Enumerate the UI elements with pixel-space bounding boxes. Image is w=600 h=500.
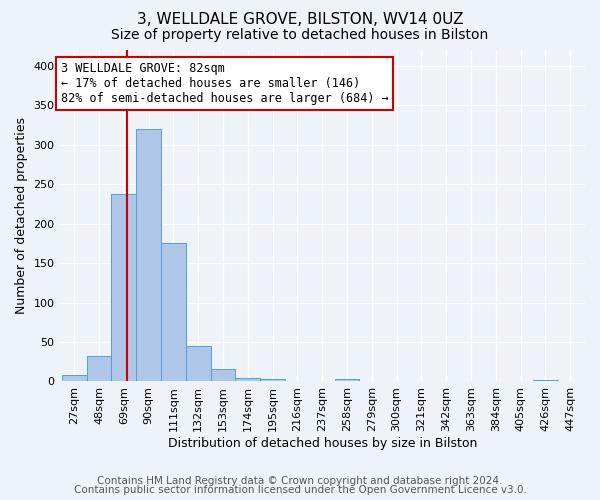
Y-axis label: Number of detached properties: Number of detached properties	[15, 117, 28, 314]
Text: 3 WELLDALE GROVE: 82sqm
← 17% of detached houses are smaller (146)
82% of semi-d: 3 WELLDALE GROVE: 82sqm ← 17% of detache…	[61, 62, 388, 105]
Bar	[186, 346, 211, 382]
Bar	[161, 242, 186, 382]
Text: 3, WELLDALE GROVE, BILSTON, WV14 0UZ: 3, WELLDALE GROVE, BILSTON, WV14 0UZ	[137, 12, 463, 28]
Bar	[335, 379, 359, 382]
Bar	[136, 129, 161, 382]
Bar	[211, 369, 235, 382]
Bar	[533, 380, 558, 382]
Bar	[87, 356, 112, 382]
Text: Contains HM Land Registry data © Crown copyright and database right 2024.: Contains HM Land Registry data © Crown c…	[97, 476, 503, 486]
Text: Size of property relative to detached houses in Bilston: Size of property relative to detached ho…	[112, 28, 488, 42]
Bar	[62, 375, 87, 382]
Bar	[112, 194, 136, 382]
Bar	[235, 378, 260, 382]
Text: Contains public sector information licensed under the Open Government Licence v3: Contains public sector information licen…	[74, 485, 526, 495]
X-axis label: Distribution of detached houses by size in Bilston: Distribution of detached houses by size …	[167, 437, 477, 450]
Bar	[260, 379, 285, 382]
